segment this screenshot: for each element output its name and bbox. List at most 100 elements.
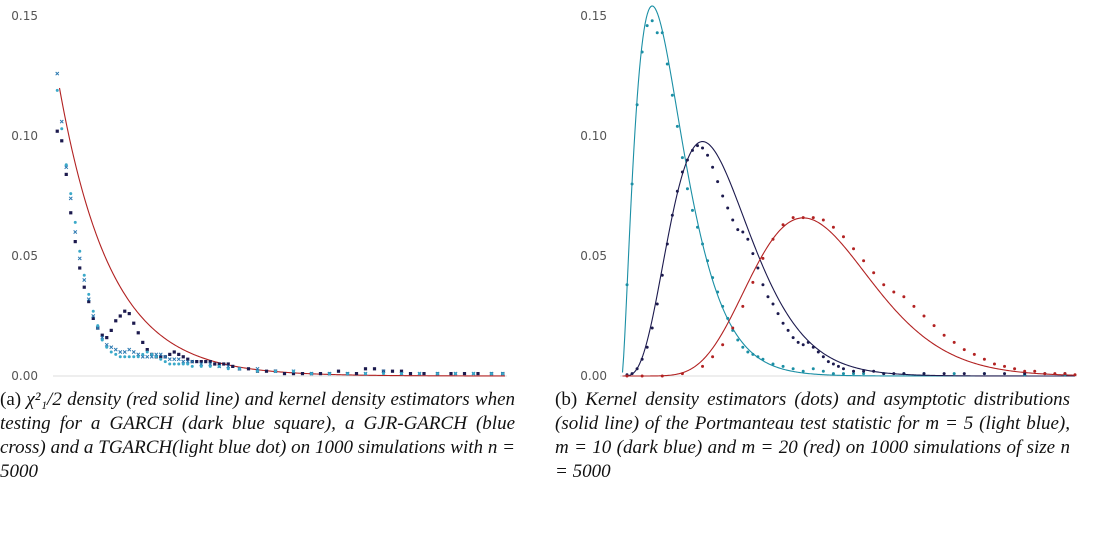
- kde-point-dot: [912, 304, 916, 308]
- kde-point-dot: [922, 372, 926, 376]
- kde-point-dot: [640, 50, 644, 54]
- kde-point-square: [181, 355, 185, 359]
- kde-point-dot: [776, 312, 780, 316]
- kde-point-square: [195, 360, 199, 364]
- kde-point-dot: [781, 321, 785, 325]
- kde-point-dot: [791, 216, 795, 220]
- kde-point-dot: [736, 338, 740, 342]
- kde-point-square: [159, 355, 163, 359]
- kde-point-dot: [680, 372, 684, 376]
- kde-point-cross: [208, 362, 213, 366]
- kde-point-dot: [645, 345, 649, 349]
- kde-point-dot: [761, 357, 765, 361]
- kde-point-square: [476, 372, 480, 376]
- kde-point-dot: [685, 158, 689, 162]
- kde-point-dot: [436, 372, 439, 376]
- kde-point-dot: [73, 220, 77, 224]
- kde-point-cross: [154, 352, 159, 357]
- kde-point-square: [141, 340, 145, 344]
- kde-point-square: [264, 369, 269, 373]
- kde-point-dot: [69, 192, 73, 196]
- kde-point-dot: [217, 364, 221, 368]
- kde-point-square: [114, 319, 118, 323]
- kde-point-dot: [328, 372, 331, 376]
- kde-point-dot: [650, 326, 654, 330]
- kde-point-square: [109, 328, 113, 332]
- kde-point-dot: [208, 364, 212, 368]
- kde-point-dot: [716, 290, 720, 294]
- kde-point-dot: [731, 218, 735, 222]
- kde-point-square: [87, 300, 91, 304]
- kde-point-dot: [55, 88, 59, 92]
- kde-point-dot: [645, 24, 649, 28]
- kde-point-dot: [801, 216, 805, 220]
- kde-point-dot: [791, 336, 795, 340]
- kde-point-dot: [801, 343, 805, 347]
- kde-point-dot: [882, 372, 886, 376]
- kde-point-dot: [96, 324, 100, 328]
- kde-point-dot: [781, 364, 785, 368]
- kde-point-dot: [177, 362, 181, 366]
- y-tick-label: 0.15: [11, 9, 38, 23]
- kde-point-dot: [418, 372, 421, 376]
- kde-point-square: [246, 367, 251, 371]
- kde-point-dot: [811, 216, 815, 220]
- kde-point-dot: [685, 187, 689, 191]
- kde-point-dot: [660, 374, 664, 378]
- kde-point-square: [204, 360, 208, 364]
- kde-point-dot: [862, 372, 866, 376]
- kde-point-dot: [100, 338, 104, 342]
- kde-point-dot: [1033, 369, 1037, 373]
- kde-point-dot: [660, 273, 664, 277]
- kde-point-dot: [1003, 372, 1007, 376]
- density-curve: [58, 87, 505, 377]
- kde-point-dot: [716, 180, 720, 184]
- kde-point-dot: [932, 324, 936, 328]
- kde-point-square: [69, 211, 73, 215]
- kde-point-dot: [761, 283, 765, 287]
- kde-point-dot: [796, 340, 800, 344]
- kde-point-square: [136, 331, 140, 335]
- kde-point-dot: [159, 357, 163, 361]
- kde-point-cross: [136, 352, 141, 357]
- kde-point-dot: [696, 144, 699, 148]
- kde-point-dot: [670, 93, 674, 97]
- kde-point-dot: [841, 367, 845, 371]
- kde-point-dot: [922, 314, 926, 318]
- kde-point-dot: [791, 367, 795, 371]
- kde-point-dot: [172, 362, 176, 366]
- kde-point-dot: [346, 372, 349, 376]
- kde-point-dot: [400, 372, 403, 376]
- y-tick-label: 0.10: [580, 129, 607, 143]
- kde-point-dot: [630, 182, 634, 186]
- kde-point-dot: [721, 304, 725, 308]
- kde-point-dot: [181, 362, 185, 366]
- kde-point-dot: [746, 237, 750, 241]
- density-curve: [622, 141, 1075, 377]
- density-curve: [622, 217, 1076, 377]
- kde-point-cross: [255, 366, 260, 371]
- kde-point-dot: [190, 364, 194, 368]
- kde-point-cross: [226, 364, 231, 369]
- caption-a-label: (a): [0, 389, 22, 410]
- kde-point-square: [91, 316, 95, 320]
- kde-point-dot: [972, 352, 976, 356]
- kde-point-dot: [154, 355, 158, 359]
- kde-point-square: [60, 139, 64, 143]
- kde-point-dot: [680, 170, 684, 174]
- kde-point-dot: [751, 252, 755, 256]
- kde-point-dot: [78, 249, 82, 253]
- kde-point-cross: [77, 256, 82, 261]
- kde-point-cross: [100, 335, 105, 340]
- kde-point-dot: [952, 372, 956, 376]
- kde-point-dot: [675, 189, 679, 193]
- kde-point-square: [199, 360, 203, 364]
- kde-point-square: [363, 367, 368, 371]
- kde-point-dot: [721, 194, 725, 198]
- kde-point-dot: [706, 259, 710, 263]
- kde-point-square: [82, 285, 86, 289]
- kde-point-square: [422, 372, 426, 376]
- kde-point-dot: [771, 302, 775, 306]
- kde-point-dot: [706, 153, 710, 157]
- kde-point-dot: [114, 352, 118, 356]
